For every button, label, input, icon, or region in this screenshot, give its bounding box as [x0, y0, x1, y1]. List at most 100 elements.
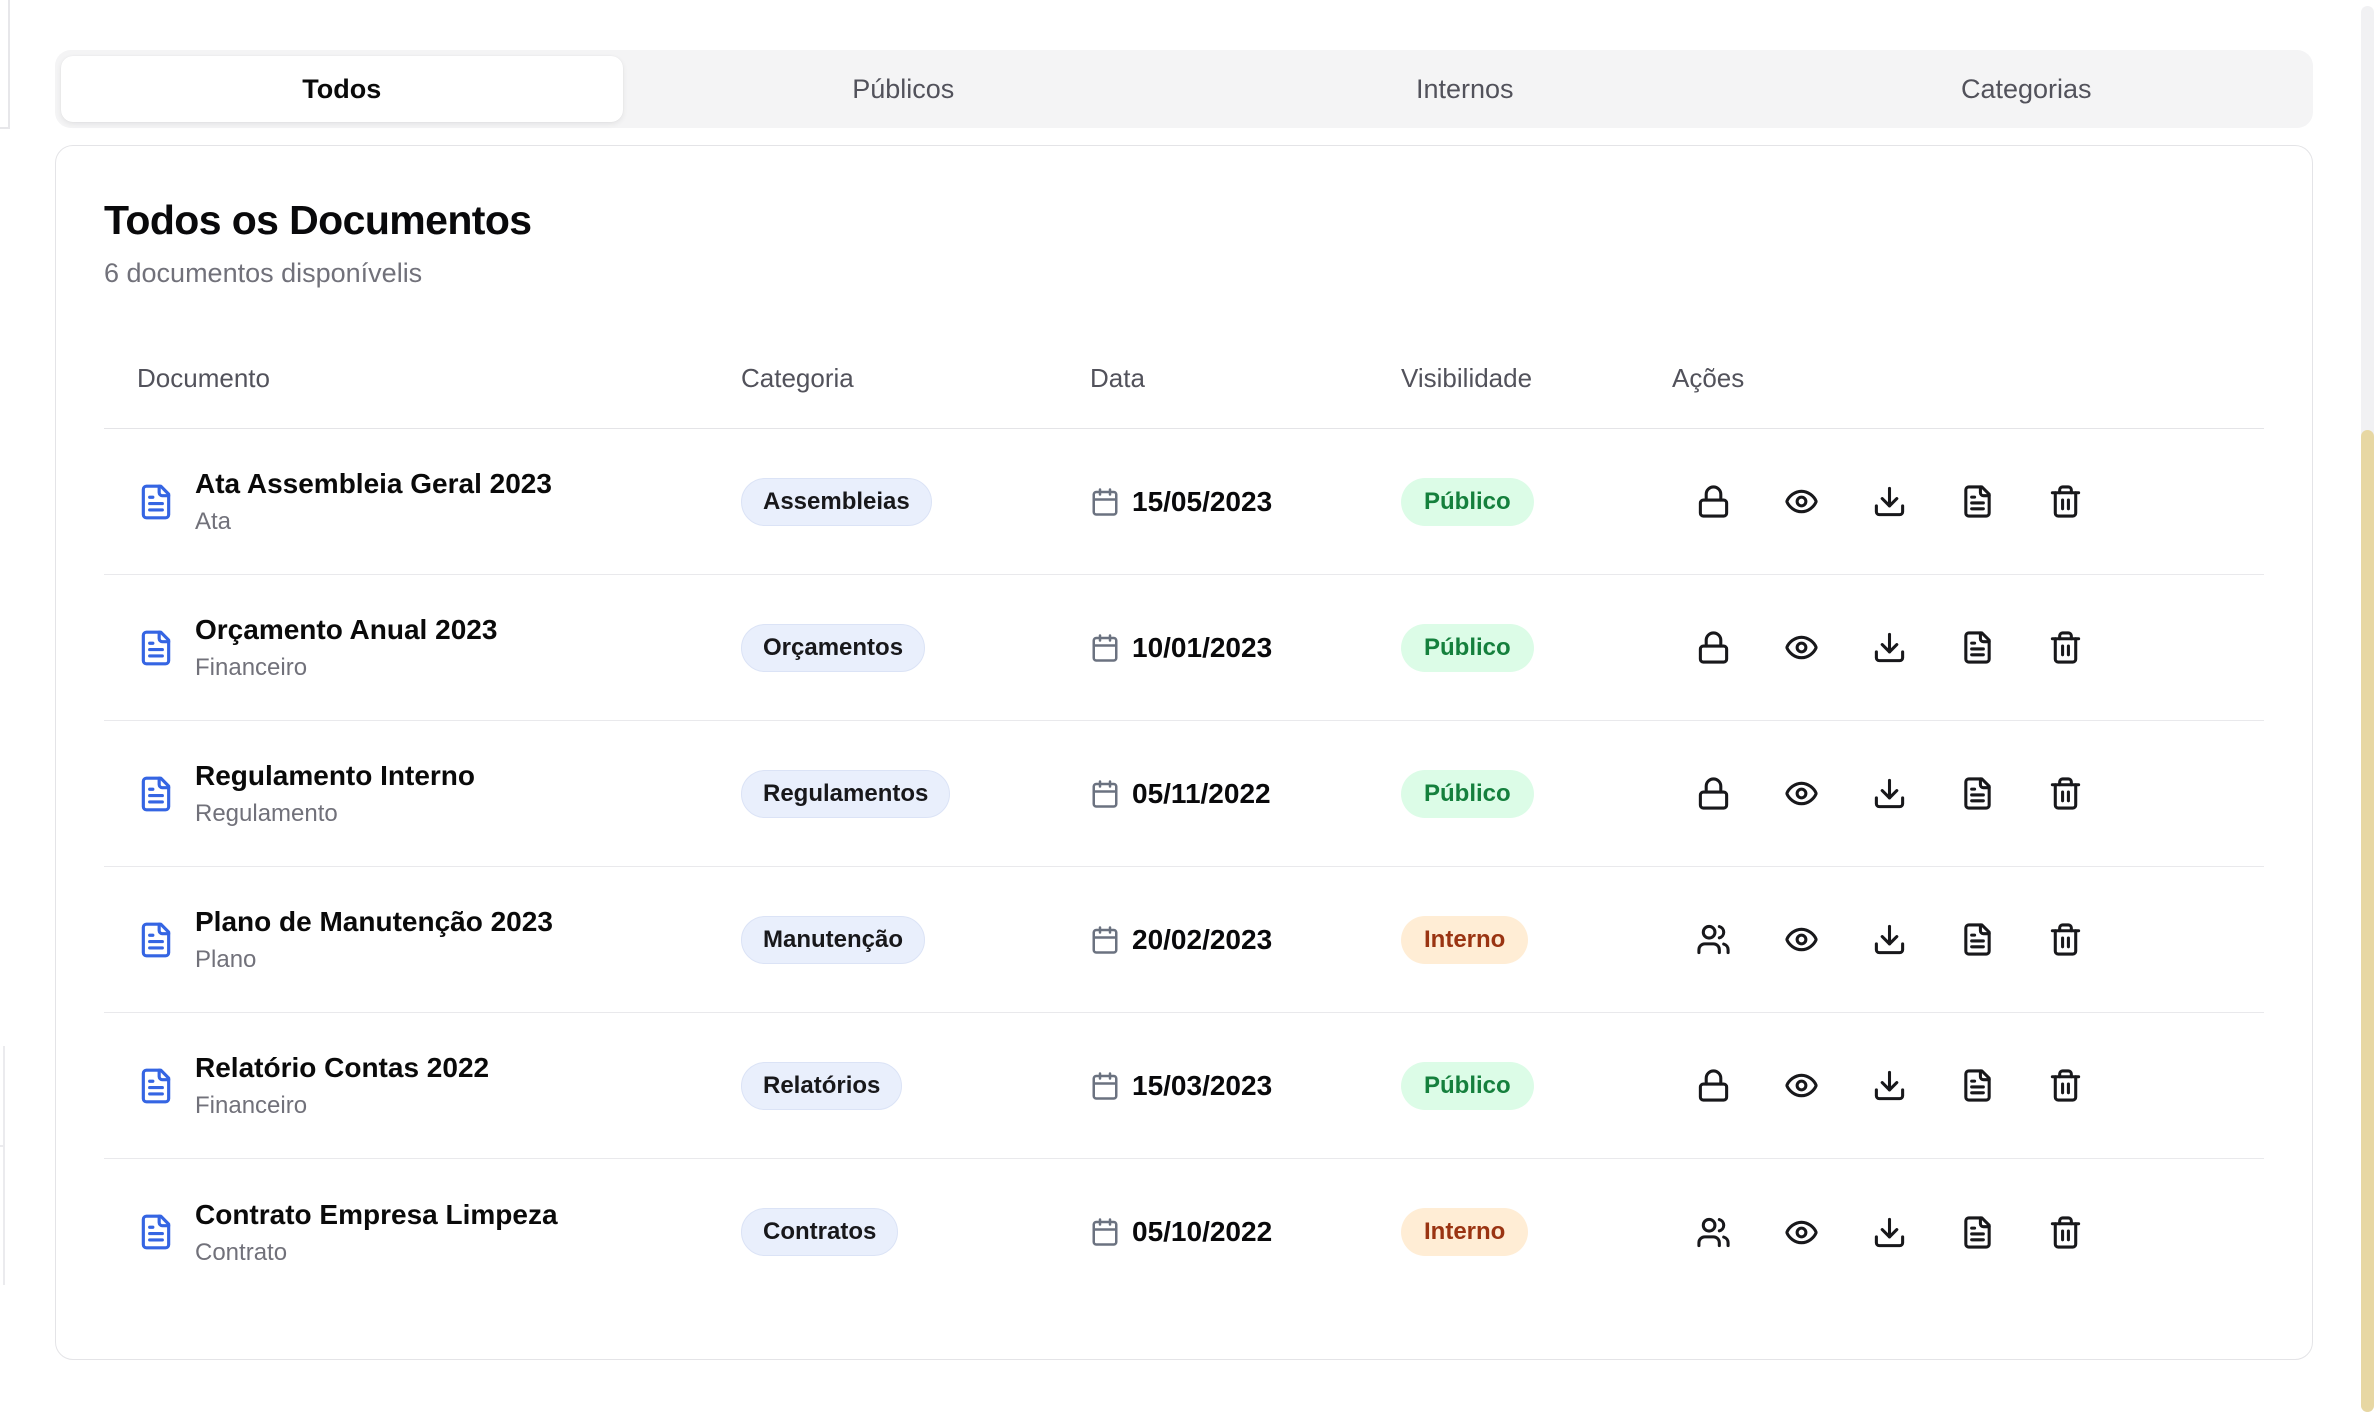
document-filter-tabs: Todos Públicos Internos Categorias [55, 50, 2313, 128]
eye-button[interactable] [1784, 484, 1819, 519]
file-text-icon [1960, 630, 1995, 665]
row-actions [1672, 484, 2264, 519]
document-date: 15/03/2023 [1132, 1069, 1273, 1101]
document-type: Plano [195, 946, 257, 973]
download-icon [1872, 630, 1907, 665]
document-file-icon [137, 775, 175, 813]
users-icon [1696, 922, 1731, 957]
lock-icon [1696, 776, 1731, 811]
category-badge: Relatórios [741, 1061, 903, 1110]
column-header-documento: Documento [137, 363, 270, 393]
download-button[interactable] [1872, 1068, 1907, 1103]
file-text-button[interactable] [1960, 1215, 1995, 1250]
column-header-visibilidade: Visibilidade [1401, 363, 1533, 393]
document-type: Regulamento [195, 800, 338, 827]
download-icon [1872, 776, 1907, 811]
document-file-icon [137, 629, 175, 667]
eye-button[interactable] [1784, 630, 1819, 665]
trash-icon [2048, 1068, 2083, 1103]
document-name: Contrato Empresa Limpeza [195, 1198, 558, 1230]
download-button[interactable] [1872, 1215, 1907, 1250]
eye-button[interactable] [1784, 776, 1819, 811]
document-name: Relatório Contas 2022 [195, 1052, 490, 1083]
left-edge-artifact-middle-cap [0, 1145, 5, 1147]
trash-button[interactable] [2048, 776, 2083, 811]
file-text-button[interactable] [1960, 922, 1995, 957]
left-edge-artifact-top [8, 0, 10, 127]
documents-count: 6 documentos disponívelis [104, 258, 423, 288]
tab-categorias[interactable]: Categorias [1960, 73, 2092, 104]
users-button[interactable] [1696, 1215, 1731, 1250]
document-row: Ata Assembleia Geral 2023 Ata Assembleias 1… [104, 429, 2264, 575]
download-icon [1872, 1215, 1907, 1250]
file-text-button[interactable] [1960, 630, 1995, 665]
calendar-icon [1090, 1071, 1120, 1101]
file-text-button[interactable] [1960, 1068, 1995, 1103]
tab-publicos[interactable]: Públicos [852, 73, 955, 104]
category-badge: Contratos [741, 1208, 899, 1256]
visibility-badge: Interno [1401, 1208, 1529, 1256]
file-text-button[interactable] [1960, 484, 1995, 519]
eye-button[interactable] [1784, 1215, 1819, 1250]
lock-icon [1696, 484, 1731, 519]
date-cell: 15/05/2023 [1090, 486, 1401, 518]
row-actions [1672, 630, 2264, 665]
trash-button[interactable] [2048, 630, 2083, 665]
file-text-icon [1960, 1215, 1995, 1250]
trash-button[interactable] [2048, 1215, 2083, 1250]
document-row: Contrato Empresa Limpeza Contrato Contrato… [104, 1159, 2264, 1305]
card-header: Todos os Documentos 6 documentos disponí… [56, 146, 2312, 289]
trash-button[interactable] [2048, 484, 2083, 519]
trash-icon [2048, 776, 2083, 811]
column-header-categoria: Categoria [741, 363, 854, 393]
download-button[interactable] [1872, 484, 1907, 519]
eye-icon [1784, 1215, 1819, 1250]
document-date: 05/11/2022 [1132, 777, 1271, 809]
trash-icon [2048, 1215, 2083, 1250]
category-badge: Regulamentos [741, 769, 951, 818]
document-file-icon [137, 1067, 175, 1105]
eye-icon [1784, 1068, 1819, 1103]
file-text-icon [1960, 484, 1995, 519]
users-button[interactable] [1696, 922, 1731, 957]
column-header-data: Data [1090, 363, 1145, 393]
file-text-icon [1960, 922, 1995, 957]
trash-button[interactable] [2048, 922, 2083, 957]
date-cell: 15/03/2023 [1090, 1070, 1401, 1102]
file-text-button[interactable] [1960, 776, 1995, 811]
date-cell: 05/11/2022 [1090, 778, 1401, 810]
download-button[interactable] [1872, 776, 1907, 811]
document-cell: Orçamento Anual 2023 Financeiro [137, 613, 741, 682]
document-row: Regulamento Interno Regulamento Regulament… [104, 721, 2264, 867]
left-edge-artifact-top-cap [0, 127, 10, 129]
trash-icon [2048, 630, 2083, 665]
lock-button[interactable] [1696, 1068, 1731, 1103]
lock-button[interactable] [1696, 776, 1731, 811]
scrollbar-thumb[interactable] [2361, 430, 2374, 1412]
lock-button[interactable] [1696, 630, 1731, 665]
tab-todos[interactable]: Todos [61, 56, 623, 122]
trash-icon [2048, 484, 2083, 519]
document-name: Regulamento Interno [195, 760, 476, 791]
row-actions [1672, 1215, 2264, 1250]
download-button[interactable] [1872, 630, 1907, 665]
document-type: Financeiro [195, 1092, 308, 1119]
document-file-icon [137, 483, 175, 521]
document-date: 05/10/2022 [1132, 1216, 1273, 1247]
document-name: Orçamento Anual 2023 [195, 614, 498, 645]
lock-button[interactable] [1696, 484, 1731, 519]
calendar-icon [1090, 1217, 1120, 1247]
date-cell: 20/02/2023 [1090, 924, 1401, 956]
document-row: Plano de Manutenção 2023 Plano Manutenção 2… [104, 867, 2264, 1013]
download-icon [1872, 484, 1907, 519]
row-actions [1672, 922, 2264, 957]
category-badge: Assembleias [741, 477, 932, 526]
tab-internos[interactable]: Internos [1415, 73, 1514, 104]
visibility-badge: Público [1401, 769, 1534, 818]
download-button[interactable] [1872, 922, 1907, 957]
calendar-icon [1090, 633, 1120, 663]
document-cell: Ata Assembleia Geral 2023 Ata [137, 467, 741, 536]
eye-button[interactable] [1784, 922, 1819, 957]
trash-button[interactable] [2048, 1068, 2083, 1103]
eye-button[interactable] [1784, 1068, 1819, 1103]
